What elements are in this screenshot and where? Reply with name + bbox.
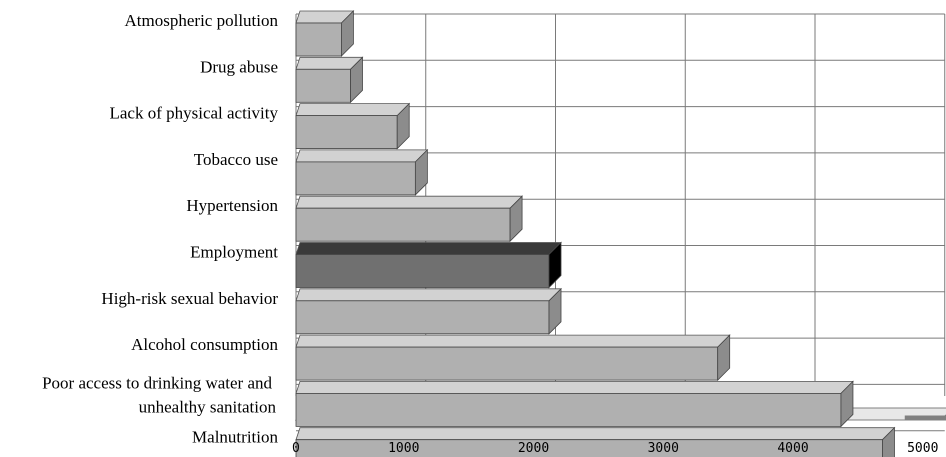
bar-side-8 <box>717 334 731 382</box>
category-label: Atmospheric pollution <box>125 11 279 30</box>
category-label: Employment <box>190 243 278 262</box>
category-label: Lack of physical activity <box>109 104 278 123</box>
bar-8 <box>295 346 719 381</box>
bar-top-7 <box>295 288 562 302</box>
bar-side-4 <box>414 148 428 196</box>
tick-label: 3000 <box>648 441 679 456</box>
category-label: Alcohol consumption <box>131 335 278 354</box>
bar-side-5 <box>509 195 523 243</box>
tick-label: 1000 <box>388 441 419 456</box>
bar-top-9 <box>295 380 854 394</box>
bar-side-2 <box>350 56 363 104</box>
bar-side-3 <box>396 102 410 150</box>
bar-top-8 <box>295 334 731 348</box>
tick-label: 0 <box>292 441 300 456</box>
category-label: Drug abuse <box>200 57 278 76</box>
bar-7 <box>295 300 550 335</box>
bar-top-4 <box>295 149 429 163</box>
bar-1 <box>295 22 342 57</box>
category-label: High-risk sexual behavior <box>101 289 278 308</box>
tick-label: 2000 <box>518 441 549 456</box>
bar-5 <box>295 207 511 242</box>
tick-label: 4000 <box>777 441 808 456</box>
bar-top-5 <box>295 195 524 209</box>
category-label: Tobacco use <box>194 150 278 169</box>
tick-label: 5000 <box>907 441 938 456</box>
bar-side-9 <box>840 380 854 428</box>
bar-side-7 <box>548 287 562 335</box>
bar-3 <box>295 115 398 149</box>
bar-side-10 <box>882 426 895 457</box>
category-label: Hypertension <box>186 196 278 215</box>
bar-9 <box>295 392 842 427</box>
bar-6 <box>295 254 550 288</box>
bar-top-10 <box>295 427 896 441</box>
category-label: Poor access to drinking water and unhealt… <box>42 373 276 416</box>
bar-side-6 <box>548 241 562 289</box>
category-label: Malnutrition <box>192 428 278 447</box>
bar-2 <box>295 68 351 103</box>
bar-top-3 <box>295 103 411 116</box>
bar-side-1 <box>341 10 354 57</box>
bar-top-6 <box>295 242 562 255</box>
bar-4 <box>295 161 416 196</box>
